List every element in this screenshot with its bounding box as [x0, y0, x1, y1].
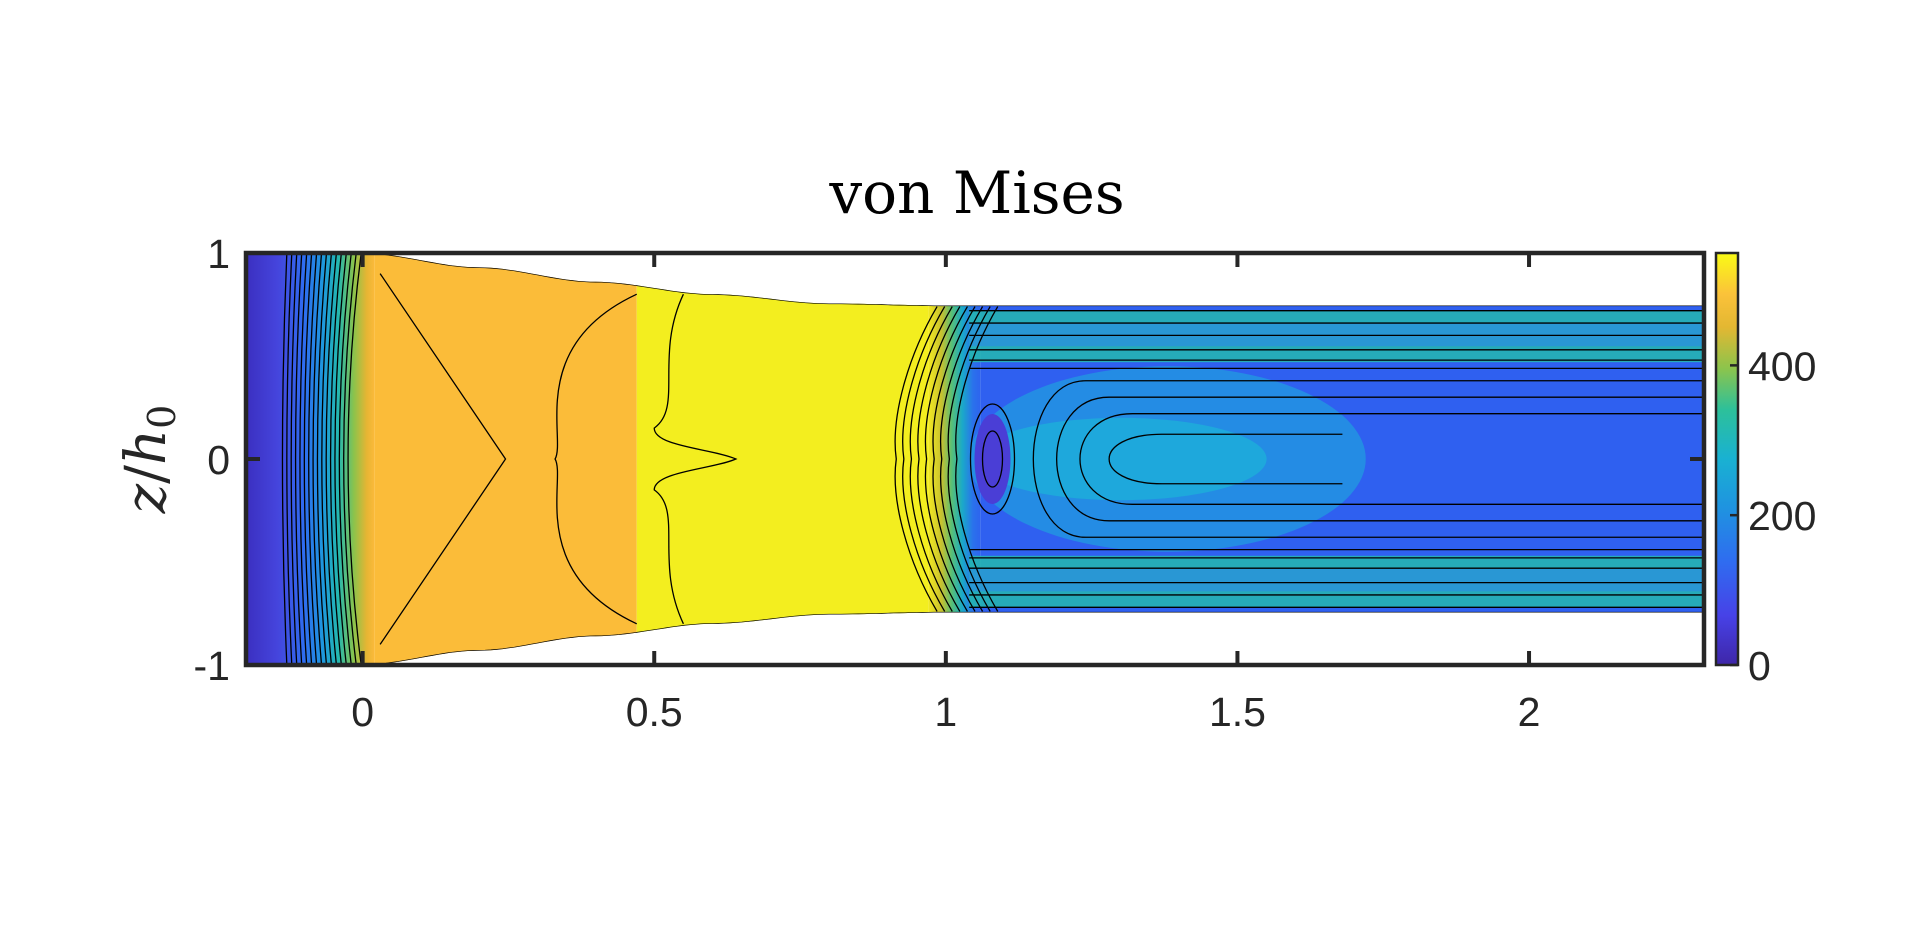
x-tick-label: 1.5 [1209, 689, 1266, 735]
entry-contour [379, 273, 507, 645]
contour-set [246, 253, 1704, 665]
inlet-contour [308, 253, 318, 665]
colorbar-tick-label: 200 [1748, 493, 1816, 539]
colorbar-tick-label: 0 [1748, 643, 1771, 689]
inlet-contour [316, 253, 328, 665]
plot-area [246, 253, 1704, 665]
y-tick-label: -1 [194, 643, 230, 689]
inlet-contour [312, 253, 323, 665]
land-contour [653, 293, 738, 625]
transition-contour [940, 306, 984, 612]
shear-band-inner-0 [969, 323, 1704, 347]
transition-contour [955, 306, 999, 612]
inlet-contour [321, 253, 333, 665]
transition-contour [894, 306, 938, 612]
inlet-contour [325, 253, 338, 665]
inlet-contour [338, 253, 352, 665]
die-land-region [636, 253, 929, 665]
x-tick-label: 2 [1518, 689, 1541, 735]
y-tick-label: 1 [207, 231, 230, 277]
low-spot-contour [969, 403, 1016, 515]
inlet-contour [303, 253, 313, 665]
colorbar: 0 200 400 [1714, 251, 1816, 689]
x-tick-label: 0 [351, 689, 374, 735]
inlet-contour [347, 253, 362, 665]
core-contour [1108, 433, 1343, 485]
svg-text:z/h0: z/h0 [114, 405, 184, 515]
inlet-contour [343, 253, 357, 665]
colorbar-gradient [1714, 251, 1740, 667]
x-axis-ticks: 0 0.5 1 1.5 2 [351, 253, 1540, 735]
stress-field [246, 253, 1704, 665]
inlet-contour [334, 253, 347, 665]
entry-wave-contour [554, 293, 638, 625]
core-contour [1056, 396, 1704, 522]
transition-contour [902, 306, 946, 612]
exit-low-spot [974, 414, 1011, 504]
x-tick-label: 0.5 [626, 689, 683, 735]
transition-contour [909, 306, 953, 612]
inlet-contour [299, 253, 308, 665]
field-fill [246, 253, 1704, 665]
core-contour [1079, 413, 1704, 505]
inlet-contour [294, 253, 303, 665]
y-axis-label: z/h0 [114, 405, 184, 515]
transition-contour [917, 306, 961, 612]
transition-contour [947, 306, 991, 612]
y-tick-label: 0 [207, 437, 230, 483]
x-tick-label: 1 [934, 689, 957, 735]
shear-band-inner-1 [969, 568, 1704, 592]
inlet-contour [329, 253, 342, 665]
core-peak [975, 417, 1267, 501]
chart-title: von Mises [828, 159, 1124, 227]
core-contour [1032, 380, 1704, 538]
domain-outline [246, 253, 1704, 665]
inlet-contour [286, 253, 293, 665]
colorbar-tick-label: 400 [1748, 343, 1816, 389]
inlet-contour [290, 253, 298, 665]
contour-lines [246, 253, 1704, 665]
transition-contour [932, 306, 976, 612]
inlet-region [246, 253, 375, 665]
transition-contour [924, 306, 968, 612]
colorbar-ticks: 0 200 400 [1730, 343, 1816, 689]
inlet-contour [281, 253, 288, 665]
low-spot-contour [981, 430, 1004, 488]
y-axis-ticks: -1 0 1 [194, 231, 1704, 689]
